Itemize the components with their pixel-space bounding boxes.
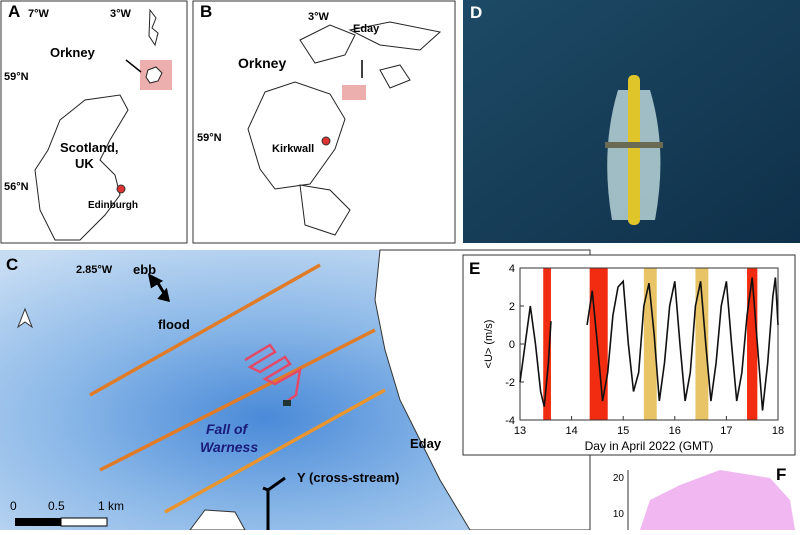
panel-letter: B: [200, 2, 212, 21]
scale-label: 0.5: [48, 499, 65, 513]
site-label: Warness: [200, 439, 258, 455]
panel-letter: E: [469, 259, 480, 278]
lon-label: 7°W: [28, 8, 50, 20]
shaded-interval: [695, 268, 709, 420]
lat-label: 59°N: [4, 71, 29, 83]
data-line: [519, 277, 779, 411]
lon-label: 2.85°W: [76, 264, 113, 276]
x-tick-label: 16: [669, 425, 681, 437]
y-tick-label: 2: [509, 301, 515, 313]
y-tick-label: 4: [509, 263, 515, 275]
y-tick-label: -4: [505, 415, 515, 427]
panel-a: A 7°W 3°W 59°N 56°N Orkney Scotland, UK …: [0, 0, 188, 244]
lon-label: 3°W: [110, 8, 132, 20]
x-tick-label: 18: [772, 425, 784, 437]
panel-letter: C: [6, 255, 18, 274]
panel-letter: F: [776, 465, 786, 484]
place-label: Orkney: [50, 45, 96, 60]
place-label: Scotland,: [60, 140, 119, 155]
place-label: Edinburgh: [88, 200, 138, 211]
x-axis-label: Day in April 2022 (GMT): [585, 439, 714, 453]
flow-label: ebb: [133, 262, 156, 277]
place-label: Eday: [353, 23, 380, 35]
lat-label: 56°N: [4, 181, 29, 193]
x-tick-label: 17: [720, 425, 732, 437]
x-tick-label: 13: [514, 425, 526, 437]
lat-label: 59°N: [197, 132, 222, 144]
axis-label: Y (cross-stream): [297, 470, 399, 485]
x-tick-label: 14: [565, 425, 577, 437]
flow-label: flood: [158, 317, 190, 332]
plot-frame: [519, 267, 779, 421]
lon-label: 3°W: [308, 11, 330, 23]
x-tick-label: 15: [617, 425, 629, 437]
scale-label: 1 km: [98, 499, 124, 513]
y-tick-label: 10: [613, 509, 625, 520]
place-label: Kirkwall: [272, 143, 314, 155]
place-label: Orkney: [238, 55, 286, 71]
place-label: UK: [75, 156, 94, 171]
y-axis-label: <U> (m/s): [483, 320, 495, 369]
shaded-interval: [543, 268, 551, 420]
panel-e: E <U> (m/s) Day in April 2022 (GMT) -4 -2…: [462, 254, 796, 456]
panel-d: D: [463, 0, 800, 243]
panel-b: B 3°W 59°N Eday Orkney Kirkwall: [192, 0, 456, 244]
panel-letter: A: [8, 2, 20, 21]
y-tick-label: 0: [509, 339, 515, 351]
shaded-interval: [747, 268, 758, 420]
panel-letter: D: [470, 3, 482, 22]
site-label: Fall of: [206, 421, 249, 437]
y-tick-label: 20: [613, 473, 625, 484]
place-label: Eday: [410, 436, 442, 451]
shaded-interval: [643, 268, 657, 420]
y-tick-label: -2: [505, 377, 515, 389]
scale-label: 0: [10, 499, 17, 513]
panel-f: F 10 20: [595, 465, 800, 530]
